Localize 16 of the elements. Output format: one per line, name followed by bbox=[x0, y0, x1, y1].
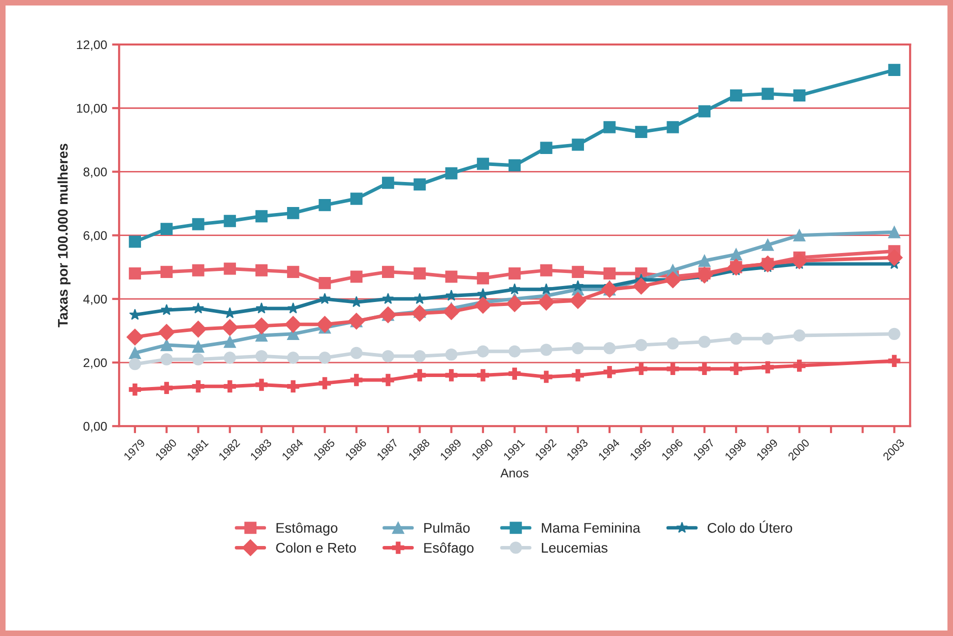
x-axis-title: Anos bbox=[500, 468, 528, 478]
y-tick-label: 2,00 bbox=[84, 358, 107, 369]
legend-label: Mama Feminina bbox=[542, 522, 640, 533]
legend-label: Pulmão bbox=[424, 522, 470, 533]
y-tick-label: 6,00 bbox=[84, 231, 107, 242]
y-tick-label: 12,00 bbox=[76, 40, 107, 51]
legend-label: Leucemias bbox=[542, 542, 608, 553]
y-tick-label: 10,00 bbox=[76, 104, 107, 114]
y-tick-label: 0,00 bbox=[83, 422, 107, 432]
legend-label: Esôfago bbox=[424, 542, 474, 556]
y-tick-label: 8,00 bbox=[84, 168, 107, 178]
legend-label: Estômago bbox=[276, 522, 338, 536]
y-axis-title: Taxas por 100.000 mulheres bbox=[58, 144, 70, 328]
legend-label: Colon e Reto bbox=[276, 542, 356, 553]
y-tick-label: 4,00 bbox=[83, 294, 107, 306]
legend-label: Colo do Útero bbox=[708, 520, 792, 533]
